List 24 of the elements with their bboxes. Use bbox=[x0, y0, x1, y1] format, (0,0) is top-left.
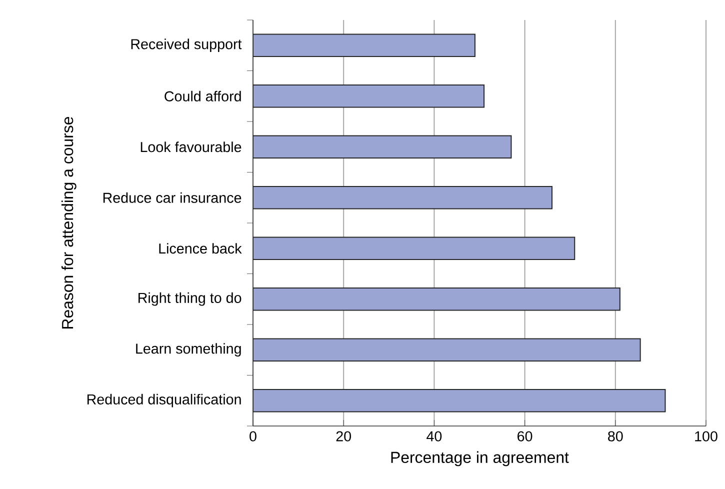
x-tick-label: 40 bbox=[426, 431, 442, 442]
y-tick-label: Reduce car insurance bbox=[103, 192, 242, 203]
bar bbox=[253, 84, 485, 108]
x-tick-label: 0 bbox=[250, 431, 256, 442]
y-tick-label: Right thing to do bbox=[138, 292, 242, 306]
bar bbox=[253, 135, 512, 159]
y-tick-label: Look favourable bbox=[140, 142, 242, 152]
x-tick-label: 80 bbox=[608, 431, 623, 442]
x-axis-title: Percentage in agreement bbox=[391, 451, 569, 466]
y-tick-label: Received support bbox=[131, 38, 242, 52]
bar bbox=[253, 34, 476, 58]
y-tick-label: Could afford bbox=[164, 90, 241, 102]
bar bbox=[253, 287, 620, 311]
x-tick-label: 60 bbox=[518, 431, 532, 442]
y-axis-title: Reason for attending a course bbox=[61, 116, 76, 328]
bar bbox=[253, 388, 666, 412]
x-tick-label: 20 bbox=[336, 431, 352, 442]
bar bbox=[253, 236, 576, 260]
x-tick-label: 100 bbox=[695, 431, 718, 442]
y-tick-label: Reduced disqualification bbox=[87, 394, 241, 408]
bar bbox=[253, 338, 641, 362]
y-tick-label: Licence back bbox=[159, 243, 242, 254]
y-tick-label: Learn something bbox=[136, 343, 241, 357]
bar bbox=[253, 186, 552, 210]
